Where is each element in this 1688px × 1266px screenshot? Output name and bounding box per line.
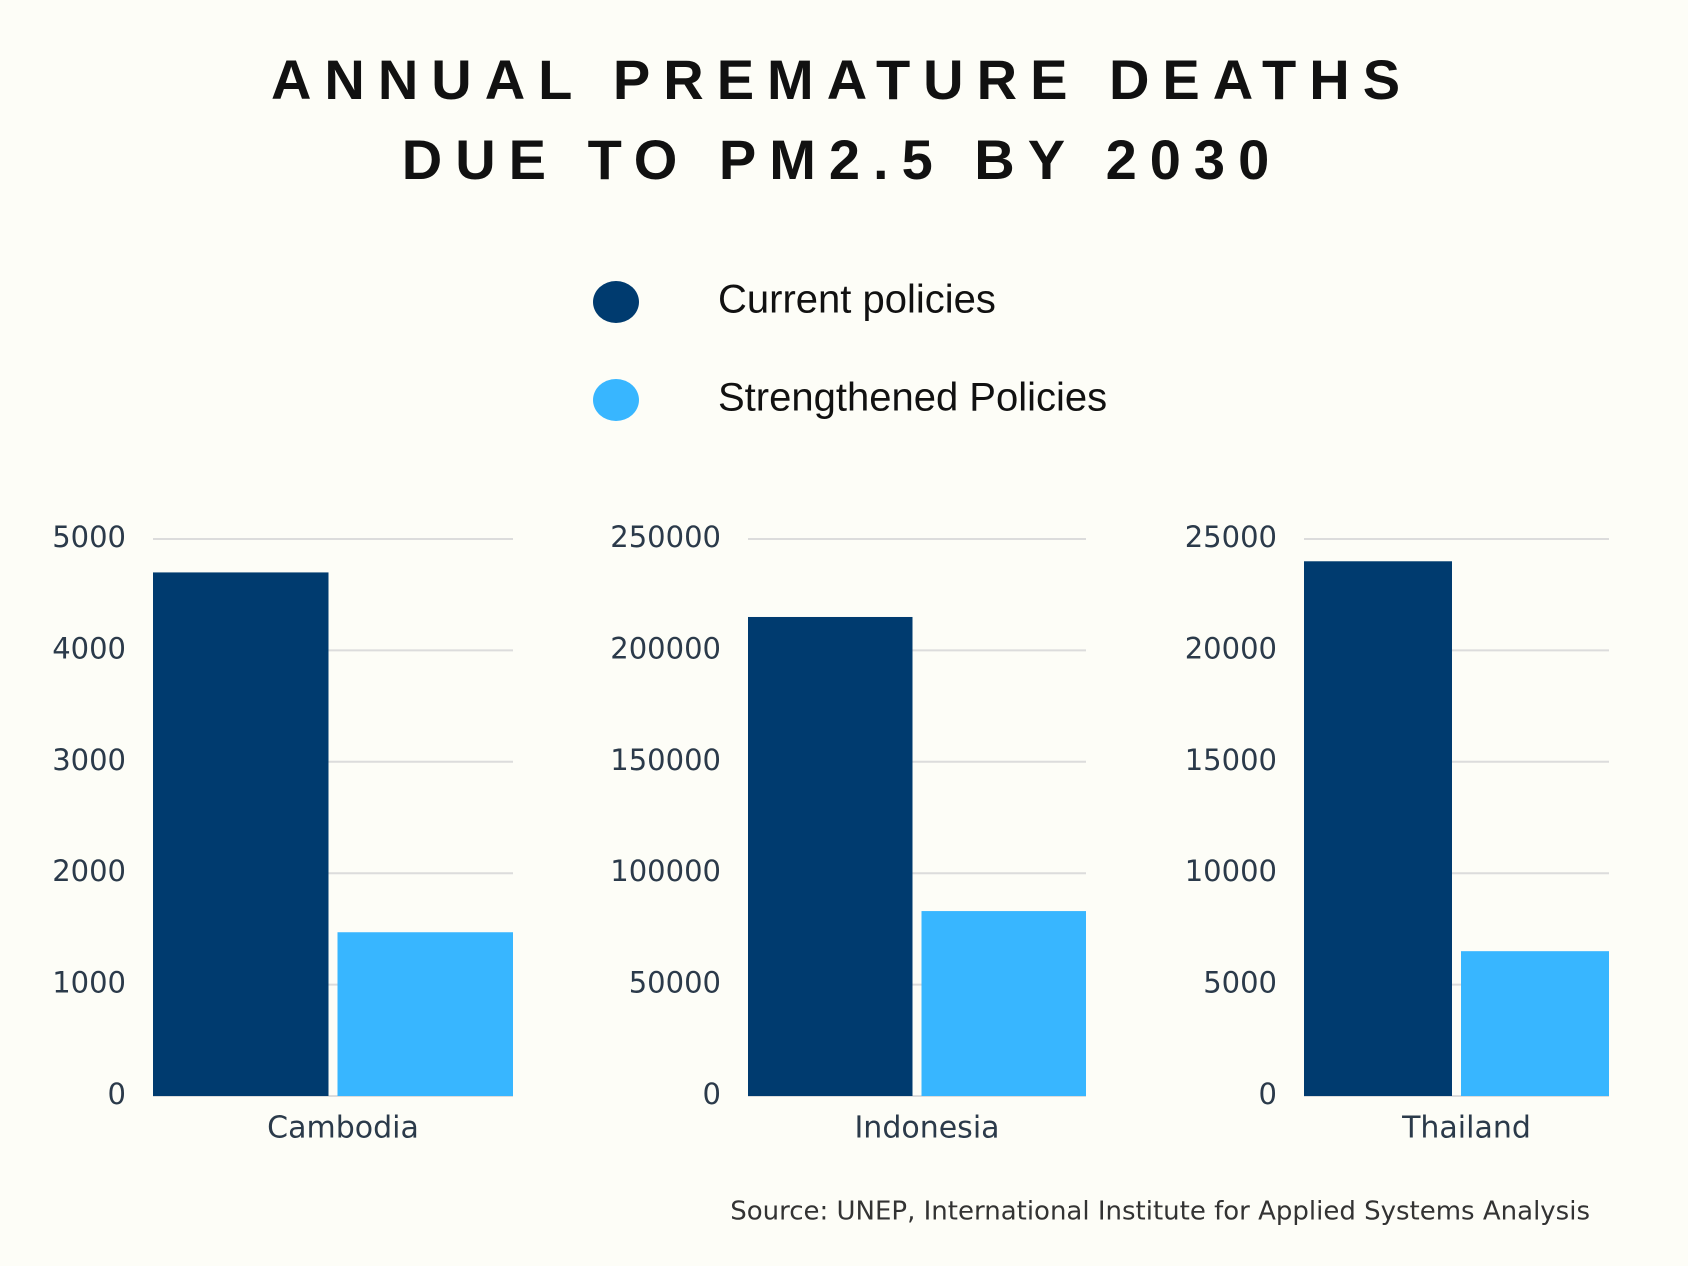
legend-label: Current policies [718,278,996,322]
y-tick-label: 20000 [1185,631,1277,665]
bar: Current policies [748,616,913,1096]
y-tick-label: 15000 [1185,743,1277,777]
bar: Current policies [1304,561,1452,1096]
y-tick-label: 150000 [610,743,721,777]
y-tick-label: 4000 [52,631,126,665]
y-tick-label: 1000 [52,966,126,1000]
y-tick-label: 3000 [52,743,126,777]
x-tick-label: Cambodia [267,1111,419,1146]
y-tick-label: 2000 [52,854,126,888]
legend-marker [593,379,639,421]
y-tick-label: 5000 [1203,966,1277,1000]
y-tick-label: 5000 [52,520,126,554]
title-line: ANNUAL PREMATURE DEATHS [271,48,1413,111]
y-tick-label: 10000 [1185,854,1277,888]
y-tick-label: 200000 [610,631,721,665]
x-tick-label: Indonesia [854,1111,999,1146]
y-tick-label: 25000 [1185,520,1277,554]
y-tick-label: 0 [703,1077,721,1111]
y-tick-label: 0 [108,1077,126,1111]
legend-label: Strengthened Policies [718,376,1107,420]
y-tick-label: 50000 [629,966,721,1000]
bar: Strengthened Policies [1461,951,1609,1096]
y-tick-label: 250000 [610,520,721,554]
source-note: Source: UNEP, International Institute fo… [730,1197,1590,1227]
y-tick-label: 0 [1259,1077,1277,1111]
bar: Strengthened Policies [337,932,513,1096]
x-tick-label: Thailand [1401,1111,1531,1146]
bar: Strengthened Policies [921,911,1086,1096]
title-line: DUE TO PM2.5 BY 2030 [402,128,1282,191]
legend-marker [593,281,639,323]
bar: Current policies [153,572,329,1096]
y-tick-label: 100000 [610,854,721,888]
